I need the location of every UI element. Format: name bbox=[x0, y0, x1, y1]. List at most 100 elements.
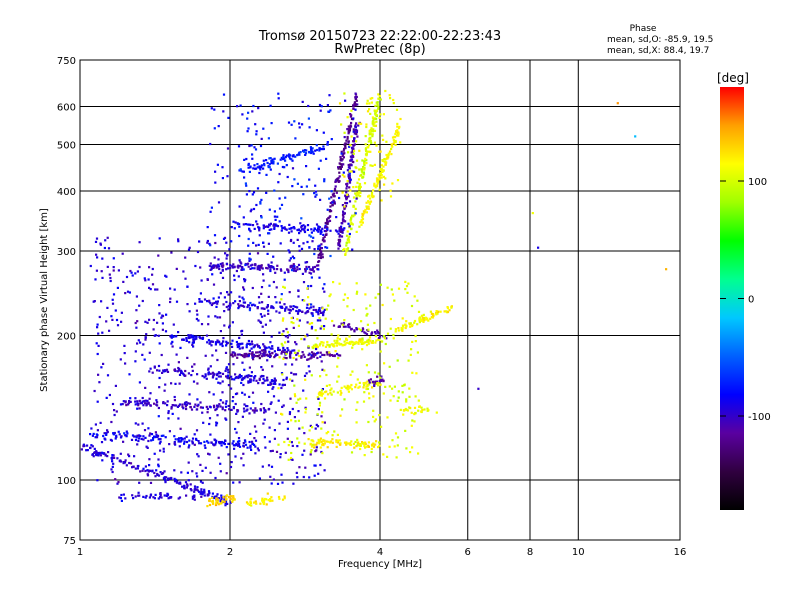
data-point bbox=[398, 125, 401, 128]
data-point bbox=[287, 155, 291, 158]
data-point bbox=[300, 356, 303, 359]
colorbar-tick-label: 0 bbox=[748, 295, 754, 306]
data-point bbox=[308, 246, 311, 249]
data-point bbox=[85, 449, 88, 452]
data-point bbox=[370, 193, 374, 196]
data-point bbox=[155, 469, 158, 472]
data-point bbox=[245, 352, 248, 355]
data-point bbox=[323, 397, 327, 400]
data-point bbox=[384, 158, 387, 161]
data-point bbox=[366, 387, 370, 390]
data-point bbox=[298, 249, 301, 252]
data-point bbox=[339, 389, 342, 392]
data-point bbox=[208, 497, 211, 501]
data-point bbox=[378, 380, 381, 383]
data-point bbox=[197, 319, 200, 322]
data-point bbox=[225, 241, 228, 244]
data-point bbox=[318, 439, 321, 442]
data-point bbox=[312, 270, 315, 273]
data-point bbox=[377, 107, 380, 110]
data-point bbox=[394, 139, 397, 143]
data-point bbox=[106, 265, 109, 268]
data-point bbox=[340, 386, 343, 389]
data-point bbox=[176, 480, 179, 483]
data-point bbox=[162, 450, 165, 453]
data-point bbox=[318, 393, 321, 397]
data-point bbox=[241, 266, 244, 269]
data-point bbox=[257, 107, 260, 110]
data-point bbox=[249, 166, 252, 169]
data-point bbox=[153, 452, 156, 455]
data-point bbox=[287, 249, 290, 252]
data-point bbox=[258, 267, 261, 270]
data-point bbox=[342, 215, 345, 219]
data-point bbox=[190, 374, 193, 377]
data-point bbox=[225, 446, 228, 449]
data-point bbox=[119, 497, 122, 500]
data-point bbox=[161, 322, 164, 325]
data-point bbox=[227, 404, 230, 408]
data-point bbox=[346, 230, 349, 233]
data-point bbox=[414, 340, 417, 343]
data-point bbox=[369, 139, 372, 142]
data-point bbox=[345, 191, 348, 194]
data-point bbox=[105, 320, 108, 323]
data-point bbox=[283, 286, 286, 289]
data-point bbox=[436, 312, 439, 315]
data-point bbox=[318, 149, 321, 152]
data-point bbox=[376, 182, 379, 185]
data-point bbox=[83, 444, 86, 447]
data-point bbox=[193, 488, 196, 491]
data-point bbox=[211, 354, 214, 357]
data-point bbox=[279, 268, 282, 271]
data-point bbox=[191, 437, 195, 440]
data-point bbox=[242, 407, 246, 410]
data-point bbox=[286, 268, 289, 271]
data-point bbox=[259, 375, 262, 378]
data-point bbox=[225, 342, 228, 345]
data-point bbox=[360, 320, 363, 323]
data-point bbox=[247, 339, 250, 343]
data-point bbox=[144, 436, 147, 439]
data-point bbox=[273, 227, 276, 230]
data-point bbox=[348, 172, 351, 175]
data-point bbox=[234, 455, 237, 458]
data-point bbox=[389, 327, 392, 330]
data-point bbox=[328, 344, 331, 347]
data-point bbox=[177, 331, 180, 334]
data-point bbox=[274, 411, 277, 414]
data-point bbox=[237, 222, 240, 226]
data-point bbox=[274, 224, 277, 227]
data-point bbox=[138, 435, 141, 438]
data-point bbox=[111, 298, 114, 301]
data-point bbox=[295, 358, 298, 361]
data-point bbox=[377, 106, 380, 109]
data-point bbox=[306, 333, 309, 336]
data-point bbox=[405, 320, 408, 323]
data-point bbox=[157, 474, 161, 477]
data-point bbox=[321, 239, 324, 242]
data-point bbox=[310, 284, 313, 288]
data-point bbox=[373, 321, 376, 325]
data-point bbox=[329, 254, 332, 258]
data-point bbox=[316, 352, 319, 355]
data-point bbox=[397, 329, 400, 332]
data-point bbox=[240, 262, 243, 265]
data-point bbox=[417, 409, 420, 412]
data-point bbox=[241, 170, 244, 173]
data-point bbox=[367, 445, 370, 448]
data-point bbox=[314, 184, 317, 187]
data-point bbox=[112, 269, 115, 272]
data-point bbox=[246, 263, 249, 266]
data-point bbox=[323, 180, 326, 183]
data-point bbox=[382, 175, 385, 178]
x-axis-label: Frequency [MHz] bbox=[338, 559, 422, 570]
data-point bbox=[379, 283, 382, 286]
data-point bbox=[138, 304, 141, 307]
data-point bbox=[248, 257, 251, 260]
data-point bbox=[347, 387, 350, 390]
data-point bbox=[293, 393, 296, 396]
data-point bbox=[242, 445, 245, 448]
data-point bbox=[370, 191, 374, 194]
data-point bbox=[163, 476, 166, 479]
